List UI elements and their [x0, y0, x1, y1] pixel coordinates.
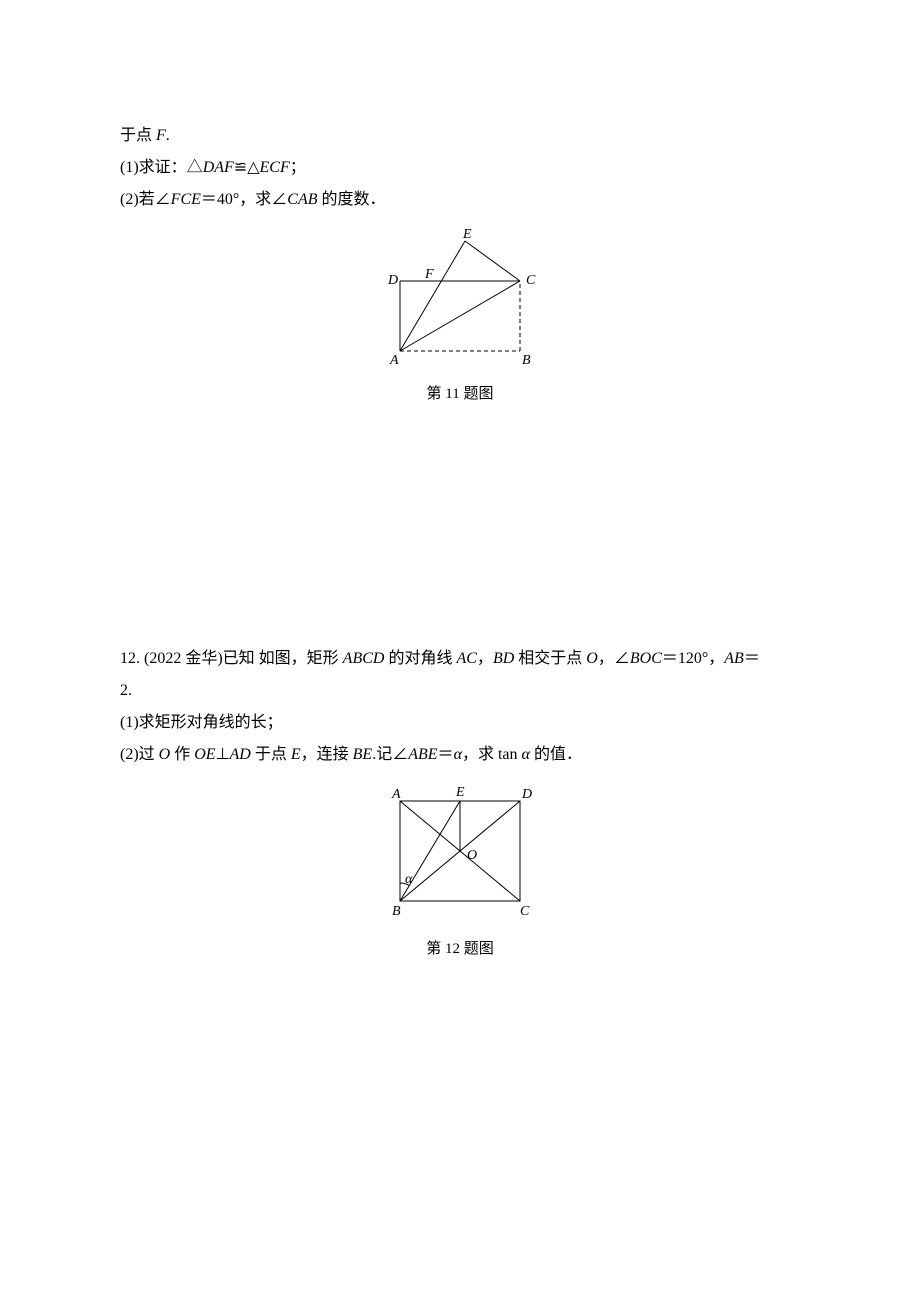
q11-label-B: B: [522, 353, 531, 368]
q12-stem-line2: 2.: [120, 675, 800, 707]
q12-label-C: C: [520, 904, 530, 919]
q12-AC: AC: [456, 650, 476, 667]
q11-part2: (2)若∠FCE＝40°，求∠CAB 的度数．: [120, 184, 800, 216]
q11-caption: 第 11 题图: [120, 382, 800, 403]
q12-two: 2.: [120, 682, 132, 699]
q12-label-E: E: [455, 785, 465, 800]
q12-label-A: A: [391, 787, 401, 802]
q12-mid6: ，连接: [301, 746, 353, 763]
q11-period: .: [166, 127, 170, 144]
q12-part2: (2)过 O 作 OE⊥AD 于点 E，连接 BE.记∠ABE＝α，求 tan …: [120, 739, 800, 771]
q12-perp: ⊥: [216, 746, 230, 763]
q11-label-D: D: [387, 273, 398, 288]
q12-OE: OE: [194, 746, 215, 763]
q12-label-alpha: α: [405, 872, 413, 887]
q12-eq120: ＝120°，: [662, 650, 724, 667]
q11-given-line: 于点 F.: [120, 120, 800, 152]
q12-caption: 第 12 题图: [120, 937, 800, 958]
q12-part1: (1)求矩形对角线的长；: [120, 707, 800, 739]
q12-BOC: BOC: [630, 650, 662, 667]
q12-figure: A E D B C O α: [370, 781, 550, 931]
q12-ABCD: ABCD: [343, 650, 385, 667]
q12-AB: AB: [724, 650, 744, 667]
q11-semi: ；: [290, 159, 306, 176]
q11-p2-tail: 的度数．: [318, 191, 386, 208]
q12-label-B: B: [392, 904, 401, 919]
q11-p2-mid: ＝40°，求∠: [201, 191, 287, 208]
q11-F: F: [156, 127, 166, 144]
q11-tri1-sym: △: [187, 159, 203, 176]
q12-O: O: [586, 650, 598, 667]
q12-mid3: ，∠: [598, 650, 630, 667]
q11-figure: D F C E A B: [370, 226, 550, 376]
q11-angle-CAB: CAB: [287, 191, 317, 208]
q11-label-F: F: [424, 267, 434, 282]
q11-part1: (1)求证：△DAF≌△ECF；: [120, 152, 800, 184]
q11-label-C: C: [526, 273, 536, 288]
q11-tri1: DAF: [203, 159, 234, 176]
q12-eqalpha: ＝: [438, 746, 454, 763]
q12-p2-tail: 的值．: [530, 746, 582, 763]
q11-label-A: A: [389, 353, 399, 368]
q12-mid4: 作: [170, 746, 194, 763]
q12-E: E: [291, 746, 301, 763]
q11-tri2: ECF: [260, 159, 290, 176]
q12-alpha: α: [454, 746, 462, 763]
q12-O2: O: [159, 746, 171, 763]
q12-alpha2: α: [522, 746, 530, 763]
q12-mid5: 于点: [251, 746, 291, 763]
q12-mid1: 的对角线: [384, 650, 456, 667]
q12-ABE: ABE: [408, 746, 437, 763]
q11-prefix: 于点: [120, 127, 156, 144]
q11-label-E: E: [462, 227, 472, 242]
q12-mid8: ，求 tan: [462, 746, 522, 763]
q11-congr: ≌: [234, 159, 247, 176]
q11-tri2-sym: △: [247, 159, 259, 176]
q12-BD: BD: [493, 650, 514, 667]
q12-AD: AD: [230, 746, 251, 763]
q11-p2-lead: (2)若∠: [120, 191, 171, 208]
q12-label-D: D: [521, 787, 532, 802]
q12-lead: 12. (2022 金华)已知 如图，矩形: [120, 650, 343, 667]
q12-mid7: .记∠: [372, 746, 408, 763]
q12-p2-lead: (2)过: [120, 746, 159, 763]
q12-comma: ，: [477, 650, 493, 667]
q11-angle-FCE: FCE: [171, 191, 201, 208]
q11-p1-lead: (1)求证：: [120, 159, 187, 176]
q12-mid2: 相交于点: [514, 650, 586, 667]
q12-BE: BE: [353, 746, 373, 763]
q12-stem-line1: 12. (2022 金华)已知 如图，矩形 ABCD 的对角线 AC，BD 相交…: [120, 643, 800, 675]
q12-label-O: O: [467, 848, 477, 863]
q12-eq: ＝: [744, 650, 760, 667]
